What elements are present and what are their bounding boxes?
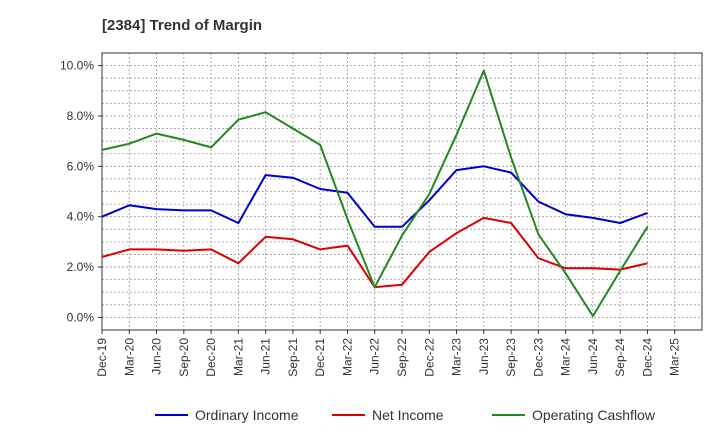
y-tick-label: 10.0% (60, 59, 94, 73)
series-line-ordinary-income (101, 165, 648, 228)
chart-title: [2384] Trend of Margin (102, 17, 262, 34)
x-tick-label: Mar-24 (559, 338, 573, 376)
x-tick-label: Jun-22 (368, 338, 382, 375)
series-line-net-income (101, 216, 648, 289)
x-axis: Dec-19 Mar-20 Jun-20 Sep-20 Dec-20 Mar-21 Jun-… (95, 330, 682, 377)
y-tick-label: 6.0% (67, 159, 95, 173)
grid (102, 53, 702, 330)
x-tick-label: Jun-21 (259, 338, 273, 375)
x-tick-label: Jun-23 (477, 338, 491, 375)
x-tick-label: Dec-24 (640, 338, 654, 377)
x-tick-label: Dec-19 (95, 338, 109, 377)
x-tick-label: Mar-21 (231, 338, 245, 376)
x-tick-label: Mar-23 (450, 338, 464, 376)
y-tick-label: 4.0% (67, 210, 95, 224)
y-tick-label: 0.0% (67, 310, 95, 324)
series-line-operating-cashflow (101, 69, 649, 318)
x-tick-label: Sep-21 (286, 338, 300, 377)
x-tick-label: Dec-22 (422, 338, 436, 377)
x-tick-label: Jun-20 (150, 338, 164, 375)
x-tick-label: Mar-22 (340, 338, 354, 376)
x-tick-label: Sep-20 (177, 338, 191, 377)
x-tick-label: Mar-25 (668, 338, 682, 376)
y-axis: 0.0% 2.0% 4.0% 6.0% 8.0% 10.0% (60, 59, 102, 324)
x-tick-label: Dec-23 (531, 338, 545, 377)
x-tick-label: Sep-24 (613, 338, 627, 377)
legend-label: Ordinary Income (195, 407, 299, 423)
x-tick-label: Jun-24 (586, 338, 600, 375)
x-tick-label: Sep-23 (504, 338, 518, 377)
x-tick-label: Sep-22 (395, 338, 409, 377)
series-lines (101, 69, 649, 318)
y-tick-label: 2.0% (67, 260, 95, 274)
legend-label: Net Income (372, 407, 444, 423)
y-tick-label: 8.0% (67, 109, 95, 123)
x-tick-label: Dec-20 (204, 338, 218, 377)
legend-label: Operating Cashflow (532, 407, 656, 423)
x-tick-label: Dec-21 (313, 338, 327, 377)
legend: Ordinary Income Net Income Operating Cashf… (155, 407, 656, 423)
x-tick-label: Mar-20 (122, 338, 136, 376)
